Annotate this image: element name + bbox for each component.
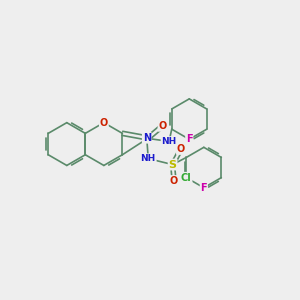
Text: O: O xyxy=(158,121,166,131)
Text: F: F xyxy=(200,183,207,193)
Text: O: O xyxy=(100,118,108,128)
Text: NH: NH xyxy=(161,137,177,146)
Text: S: S xyxy=(169,160,177,170)
Text: O: O xyxy=(170,176,178,186)
Text: Cl: Cl xyxy=(181,172,192,183)
Text: F: F xyxy=(186,134,193,144)
Text: O: O xyxy=(177,144,185,154)
Text: NH: NH xyxy=(141,154,156,163)
Text: N: N xyxy=(143,133,151,143)
